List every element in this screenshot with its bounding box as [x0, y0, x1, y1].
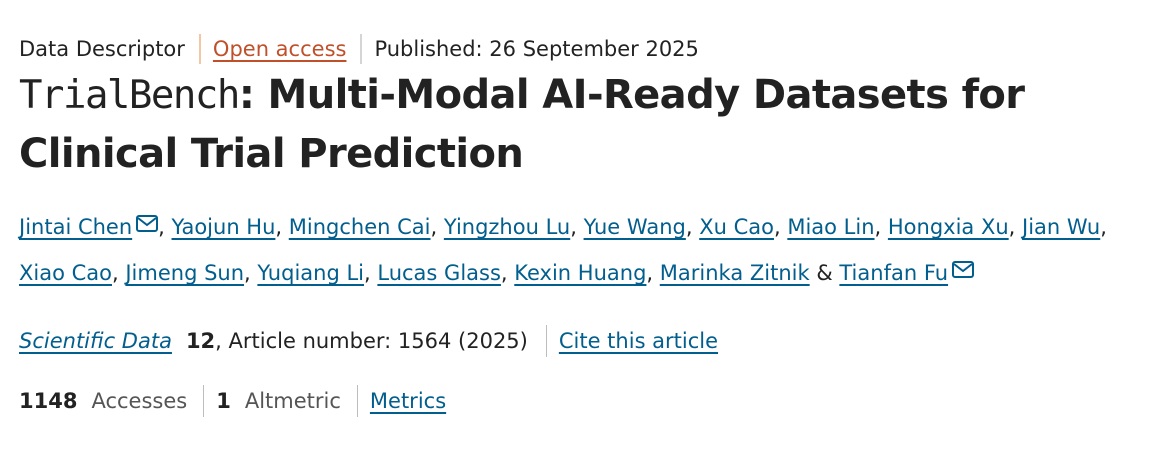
author-link[interactable]: Marinka Zitnik — [659, 261, 810, 285]
author-list: Jintai Chen, Yaojun Hu, Mingchen Cai, Yi… — [19, 204, 1149, 296]
envelope-icon[interactable] — [136, 215, 159, 232]
author-link[interactable]: Hongxia Xu — [887, 215, 1009, 239]
article-title: TrialBench: Multi-Modal AI-Ready Dataset… — [19, 66, 1149, 183]
metrics-divider — [356, 385, 358, 417]
meta-divider — [360, 34, 363, 64]
article-meta-row: Data Descriptor Open access Published: 2… — [19, 34, 699, 64]
author-link[interactable]: Yuqiang Li — [257, 261, 365, 285]
article-type: Data Descriptor — [19, 37, 185, 61]
title-prefix: TrialBench — [19, 73, 240, 118]
author-separator: , — [874, 215, 888, 239]
journal-link[interactable]: Scientific Data — [19, 329, 172, 353]
author-separator: , — [1008, 215, 1023, 239]
author-separator: , — [364, 261, 378, 285]
volume-number: 12 — [185, 329, 216, 353]
citation-divider — [545, 325, 547, 357]
author-separator: , — [244, 261, 258, 285]
altmetric-count: 1 — [216, 389, 231, 413]
author-link[interactable]: Yingzhou Lu — [443, 215, 571, 239]
author-link[interactable]: Tianfan Fu — [839, 261, 949, 285]
accesses-count: 1148 — [19, 389, 78, 413]
author-link[interactable]: Yaojun Hu — [171, 215, 276, 239]
cite-this-article-link[interactable]: Cite this article — [558, 329, 719, 353]
author-link[interactable]: Lucas Glass — [377, 261, 501, 285]
open-access-link[interactable]: Open access — [212, 37, 347, 61]
title-rest: : Multi-Modal AI-Ready Datasets for Clin… — [19, 72, 1025, 177]
envelope-icon[interactable] — [952, 261, 975, 278]
author-link[interactable]: Miao Lin — [787, 215, 875, 239]
author-separator: , — [430, 215, 444, 239]
author-separator: , — [500, 261, 515, 285]
author-link[interactable]: Xu Cao — [699, 215, 774, 239]
accesses-label: Accesses — [91, 389, 188, 413]
altmetric-label: Altmetric — [244, 389, 341, 413]
author-link[interactable]: Kexin Huang — [514, 261, 647, 285]
author-separator: , — [158, 215, 172, 239]
published-date: Published: 26 September 2025 — [374, 37, 699, 61]
author-separator: , — [646, 261, 660, 285]
author-separator: , — [112, 261, 126, 285]
author-link[interactable]: Xiao Cao — [19, 261, 112, 285]
author-separator: , — [570, 215, 584, 239]
author-link[interactable]: Mingchen Cai — [288, 215, 431, 239]
author-link[interactable]: Jimeng Sun — [125, 261, 245, 285]
author-separator: , — [1100, 215, 1107, 239]
metrics-link[interactable]: Metrics — [369, 389, 447, 413]
author-link[interactable]: Jintai Chen — [19, 215, 133, 239]
metrics-row: 1148 Accesses 1 Altmetric Metrics — [19, 384, 446, 418]
author-separator: , — [685, 215, 700, 239]
author-link[interactable]: Yue Wang — [583, 215, 686, 239]
author-separator: , — [275, 215, 289, 239]
metrics-divider — [203, 385, 205, 417]
author-link[interactable]: Jian Wu — [1022, 215, 1101, 239]
meta-divider — [198, 34, 201, 64]
author-separator: & — [809, 261, 840, 285]
author-separator: , — [773, 215, 788, 239]
article-number: , Article number: 1564 (2025) — [215, 329, 528, 353]
citation-row: Scientific Data 12 , Article number: 156… — [19, 324, 718, 358]
